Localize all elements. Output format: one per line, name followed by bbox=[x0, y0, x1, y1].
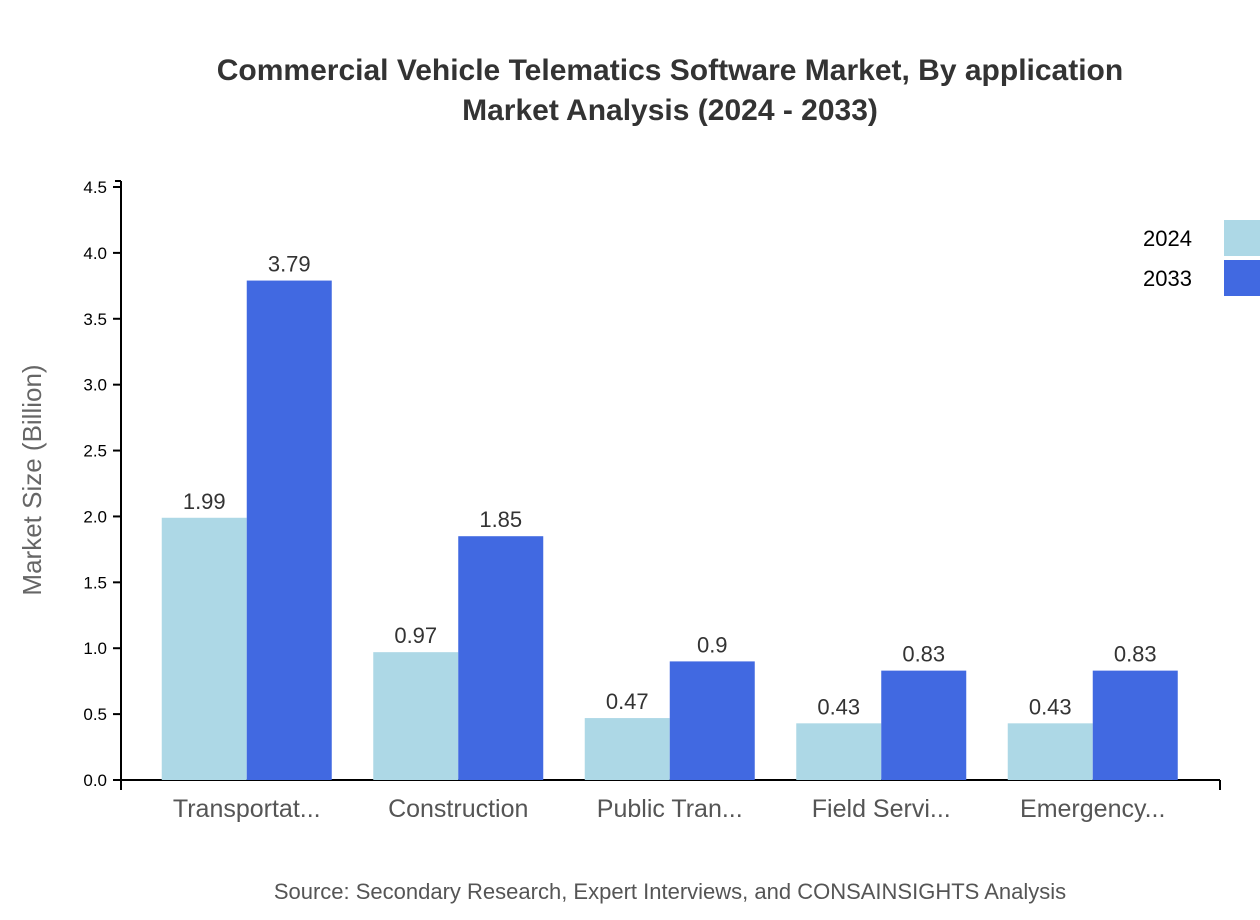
bar-2033 bbox=[458, 536, 544, 780]
data-label: 0.9 bbox=[697, 632, 728, 657]
y-tick-label: 1.0 bbox=[83, 639, 107, 658]
legend-label: 2024 bbox=[1143, 226, 1192, 251]
chart-subtitle: Market Analysis (2024 - 2033) bbox=[462, 94, 878, 127]
y-tick-label: 4.0 bbox=[83, 244, 107, 263]
bar-2033 bbox=[1092, 670, 1178, 780]
bar-2033 bbox=[669, 661, 755, 780]
y-tick-label: 0.0 bbox=[83, 771, 107, 790]
y-axis-label: Market Size (Billion) bbox=[17, 364, 47, 595]
x-tick-label: Public Tran... bbox=[597, 795, 743, 823]
data-label: 1.99 bbox=[183, 489, 226, 514]
bar-2033 bbox=[881, 670, 967, 780]
y-tick-label: 1.5 bbox=[83, 573, 107, 592]
source-note: Source: Secondary Research, Expert Inter… bbox=[274, 879, 1066, 904]
y-tick-label: 2.0 bbox=[83, 507, 107, 526]
bar-2024 bbox=[796, 723, 882, 780]
data-label: 0.97 bbox=[394, 623, 437, 648]
bar-2024 bbox=[373, 652, 459, 780]
x-tick-label: Emergency... bbox=[1020, 795, 1165, 823]
legend-swatch-2024 bbox=[1224, 220, 1260, 256]
legend-swatch-2033 bbox=[1224, 260, 1260, 296]
data-label: 0.47 bbox=[606, 689, 649, 714]
bar-2033 bbox=[246, 280, 332, 780]
x-tick-label: Construction bbox=[388, 795, 528, 823]
data-label: 0.83 bbox=[1114, 642, 1157, 667]
bar-2024 bbox=[1007, 723, 1093, 780]
legend-label: 2033 bbox=[1143, 266, 1192, 291]
chart-title: Commercial Vehicle Telematics Software M… bbox=[217, 54, 1123, 87]
x-tick-label: Transportat... bbox=[173, 795, 321, 823]
data-label: 1.85 bbox=[479, 507, 522, 532]
bar-2024 bbox=[161, 517, 247, 780]
bar-2024 bbox=[584, 718, 670, 780]
x-tick-label: Field Servi... bbox=[812, 795, 951, 823]
y-tick-label: 2.5 bbox=[83, 442, 107, 461]
data-label: 0.43 bbox=[817, 694, 860, 719]
data-label: 3.79 bbox=[268, 252, 311, 277]
data-label: 0.43 bbox=[1029, 694, 1072, 719]
y-tick-label: 3.0 bbox=[83, 376, 107, 395]
y-tick-label: 0.5 bbox=[83, 705, 107, 724]
data-label: 0.83 bbox=[902, 642, 945, 667]
y-tick-label: 3.5 bbox=[83, 310, 107, 329]
y-tick-label: 4.5 bbox=[83, 178, 107, 197]
